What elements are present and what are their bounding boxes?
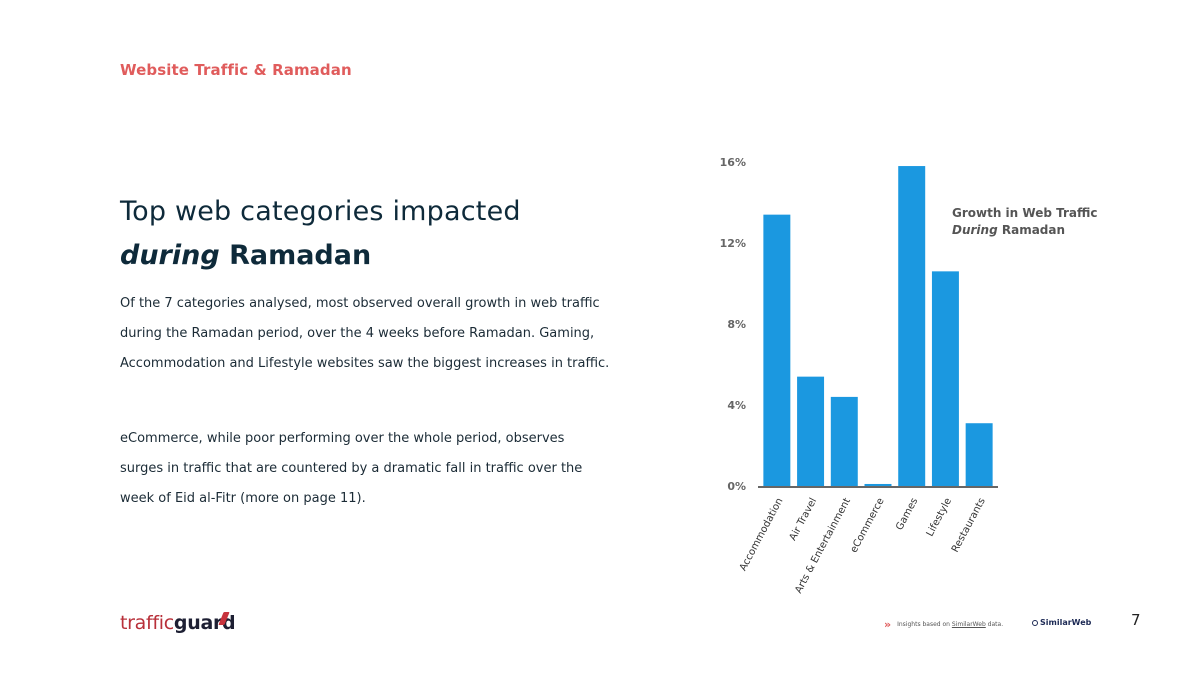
legend-emphasis: During [952, 223, 998, 237]
bar-games [898, 166, 926, 487]
similarweb-logo-text: SimilarWeb [1040, 618, 1092, 627]
legend-line-2: During Ramadan [952, 222, 1097, 239]
headline-line-2-rest: Ramadan [219, 240, 372, 271]
bar-arts-entertainment [830, 396, 858, 486]
headline-line-1: Top web categories impacted [120, 196, 521, 227]
similarweb-icon [1032, 619, 1038, 626]
bar-air-travel [797, 376, 825, 486]
bar-restaurants [965, 423, 993, 486]
footnote-suffix: data. [985, 621, 1004, 628]
y-tick-label: 12% [720, 237, 746, 250]
source-footnote: » Insights based on SimilarWeb data. [884, 618, 1003, 631]
bar-chart: 0%4%8%12%16%Accommodation Air TravelArts … [720, 156, 998, 595]
legend-line-1: Growth in Web Traffic [952, 206, 1098, 220]
bar-accommodation [763, 214, 791, 486]
headline-emphasis: during [120, 240, 220, 271]
chart-legend: Growth in Web Traffic During Ramadan [952, 205, 1097, 239]
x-tick-label: Air Travel [788, 496, 820, 542]
chevron-right-icon: » [884, 618, 892, 631]
y-tick-label: 8% [727, 318, 746, 331]
x-tick-label: eCommerce [849, 496, 887, 555]
footnote-prefix: Insights based on [897, 621, 952, 628]
y-tick-label: 16% [720, 156, 746, 169]
section-label: Website Traffic & Ramadan [120, 61, 352, 79]
x-tick-label: Restaurants [950, 496, 988, 554]
bar-lifestyle [931, 271, 959, 486]
x-tick-label: Lifestyle [925, 496, 954, 538]
body-paragraph-2: eCommerce, while poor performing over th… [120, 431, 583, 506]
page-number: 7 [1131, 611, 1141, 629]
bar-ecommerce [864, 483, 892, 486]
logo-text-light: traffic [120, 612, 174, 634]
body-paragraph-1: Of the 7 categories analysed, most obser… [120, 296, 610, 371]
y-tick-label: 0% [727, 480, 746, 493]
legend-line-2-rest: Ramadan [997, 223, 1066, 237]
similarweb-link[interactable]: SimilarWeb [951, 621, 986, 628]
x-tick-label: Accommodation [738, 496, 786, 573]
x-tick-label: Games [894, 496, 920, 532]
y-tick-label: 4% [727, 399, 746, 412]
similarweb-logo: SimilarWeb [1032, 618, 1091, 627]
headline-line-2: during Ramadan [120, 240, 371, 271]
